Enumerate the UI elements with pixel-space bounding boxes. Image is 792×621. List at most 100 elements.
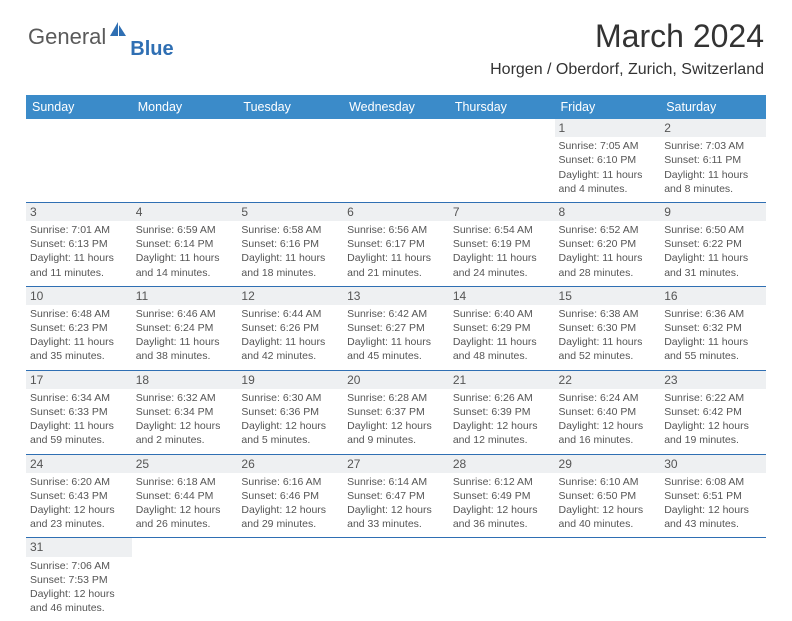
day-number: 22	[555, 371, 661, 389]
daylight-text: Daylight: 12 hours and 43 minutes.	[664, 503, 762, 531]
sunrise-text: Sunrise: 6:20 AM	[30, 475, 128, 489]
empty-cell	[237, 538, 343, 621]
sunrise-text: Sunrise: 6:38 AM	[559, 307, 657, 321]
sunrise-text: Sunrise: 6:56 AM	[347, 223, 445, 237]
day-cell: 5Sunrise: 6:58 AMSunset: 6:16 PMDaylight…	[237, 202, 343, 286]
sunset-text: Sunset: 6:22 PM	[664, 237, 762, 251]
empty-cell	[237, 119, 343, 202]
day-number: 4	[132, 203, 238, 221]
title-block: March 2024 Horgen / Oberdorf, Zurich, Sw…	[490, 18, 764, 79]
daylight-text: Daylight: 12 hours and 9 minutes.	[347, 419, 445, 447]
sunrise-text: Sunrise: 6:50 AM	[664, 223, 762, 237]
daylight-text: Daylight: 12 hours and 29 minutes.	[241, 503, 339, 531]
day-header-monday: Monday	[132, 95, 238, 119]
daylight-text: Daylight: 11 hours and 28 minutes.	[559, 251, 657, 279]
day-number: 23	[660, 371, 766, 389]
day-cell: 16 Sunrise: 6:36 AMSunset: 6:32 PMDayligh…	[660, 286, 766, 370]
day-cell: 30Sunrise: 6:08 AMSunset: 6:51 PMDayligh…	[660, 454, 766, 538]
brand-sub: Blue	[130, 38, 173, 61]
day-number: 15	[555, 287, 661, 305]
sunrise-text: Sunrise: 6:36 AM	[664, 307, 762, 321]
day-number: 2	[660, 119, 766, 137]
day-number: 10	[26, 287, 132, 305]
sunrise-text: Sunrise: 7:03 AM	[664, 139, 762, 153]
sunrise-text: Sunrise: 6:24 AM	[559, 391, 657, 405]
sunrise-text: Sunrise: 6:54 AM	[453, 223, 551, 237]
calendar-row: 3Sunrise: 7:01 AMSunset: 6:13 PMDaylight…	[26, 202, 766, 286]
sunset-text: Sunset: 6:24 PM	[136, 321, 234, 335]
daylight-text: Daylight: 11 hours and 42 minutes.	[241, 335, 339, 363]
day-cell: 14Sunrise: 6:40 AMSunset: 6:29 PMDayligh…	[449, 286, 555, 370]
sunset-text: Sunset: 6:13 PM	[30, 237, 128, 251]
sunset-text: Sunset: 6:26 PM	[241, 321, 339, 335]
sunset-text: Sunset: 6:51 PM	[664, 489, 762, 503]
daylight-text: Daylight: 12 hours and 46 minutes.	[30, 587, 128, 615]
day-cell: 25Sunrise: 6:18 AMSunset: 6:44 PMDayligh…	[132, 454, 238, 538]
day-number: 28	[449, 455, 555, 473]
day-cell: 31Sunrise: 7:06 AMSunset: 7:53 PMDayligh…	[26, 538, 132, 621]
day-cell: 21Sunrise: 6:26 AMSunset: 6:39 PMDayligh…	[449, 370, 555, 454]
day-number: 13	[343, 287, 449, 305]
daylight-text: Daylight: 11 hours and 55 minutes.	[664, 335, 762, 363]
sunset-text: Sunset: 6:23 PM	[30, 321, 128, 335]
sunset-text: Sunset: 6:29 PM	[453, 321, 551, 335]
sunset-text: Sunset: 6:43 PM	[30, 489, 128, 503]
daylight-text: Daylight: 11 hours and 11 minutes.	[30, 251, 128, 279]
day-cell: 11Sunrise: 6:46 AMSunset: 6:24 PMDayligh…	[132, 286, 238, 370]
brand-main: General	[28, 24, 106, 50]
daylight-text: Daylight: 11 hours and 52 minutes.	[559, 335, 657, 363]
daylight-text: Daylight: 11 hours and 35 minutes.	[30, 335, 128, 363]
day-number: 19	[237, 371, 343, 389]
day-number: 12	[237, 287, 343, 305]
empty-cell	[555, 538, 661, 621]
sunset-text: Sunset: 6:32 PM	[664, 321, 762, 335]
day-cell: 20Sunrise: 6:28 AMSunset: 6:37 PMDayligh…	[343, 370, 449, 454]
sunrise-text: Sunrise: 6:40 AM	[453, 307, 551, 321]
day-number: 16	[660, 287, 766, 305]
daylight-text: Daylight: 11 hours and 31 minutes.	[664, 251, 762, 279]
day-header-tuesday: Tuesday	[237, 95, 343, 119]
sunset-text: Sunset: 6:36 PM	[241, 405, 339, 419]
sail-icon	[108, 20, 128, 43]
daylight-text: Daylight: 12 hours and 33 minutes.	[347, 503, 445, 531]
sunset-text: Sunset: 7:53 PM	[30, 573, 128, 587]
daylight-text: Daylight: 12 hours and 16 minutes.	[559, 419, 657, 447]
day-number: 9	[660, 203, 766, 221]
day-cell: 28Sunrise: 6:12 AMSunset: 6:49 PMDayligh…	[449, 454, 555, 538]
daylight-text: Daylight: 12 hours and 19 minutes.	[664, 419, 762, 447]
sunrise-text: Sunrise: 6:28 AM	[347, 391, 445, 405]
day-number: 21	[449, 371, 555, 389]
daylight-text: Daylight: 11 hours and 59 minutes.	[30, 419, 128, 447]
sunset-text: Sunset: 6:30 PM	[559, 321, 657, 335]
daylight-text: Daylight: 11 hours and 48 minutes.	[453, 335, 551, 363]
daylight-text: Daylight: 12 hours and 2 minutes.	[136, 419, 234, 447]
sunset-text: Sunset: 6:20 PM	[559, 237, 657, 251]
sunrise-text: Sunrise: 6:12 AM	[453, 475, 551, 489]
day-number: 17	[26, 371, 132, 389]
day-cell: 22Sunrise: 6:24 AMSunset: 6:40 PMDayligh…	[555, 370, 661, 454]
calendar-row: 24 Sunrise: 6:20 AMSunset: 6:43 PM Dayligh…	[26, 454, 766, 538]
empty-cell	[132, 119, 238, 202]
day-cell: 27Sunrise: 6:14 AMSunset: 6:47 PMDayligh…	[343, 454, 449, 538]
day-number: 18	[132, 371, 238, 389]
sunrise-text: Sunrise: 6:30 AM	[241, 391, 339, 405]
day-header-wednesday: Wednesday	[343, 95, 449, 119]
sunset-text: Sunset: 6:42 PM	[664, 405, 762, 419]
day-number: 8	[555, 203, 661, 221]
empty-cell	[26, 119, 132, 202]
daylight-text: Daylight: 12 hours and 26 minutes.	[136, 503, 234, 531]
day-number: 24	[26, 455, 132, 473]
day-cell: 9 Sunrise: 6:50 AMSunset: 6:22 PMDaylight…	[660, 202, 766, 286]
day-header-thursday: Thursday	[449, 95, 555, 119]
sunrise-text: Sunrise: 6:10 AM	[559, 475, 657, 489]
daylight-text: Daylight: 12 hours and 12 minutes.	[453, 419, 551, 447]
daylight-text: Daylight: 11 hours and 18 minutes.	[241, 251, 339, 279]
day-number: 29	[555, 455, 661, 473]
day-cell: 23Sunrise: 6:22 AMSunset: 6:42 PMDayligh…	[660, 370, 766, 454]
sunset-text: Sunset: 6:47 PM	[347, 489, 445, 503]
day-cell: 4Sunrise: 6:59 AMSunset: 6:14 PMDaylight…	[132, 202, 238, 286]
page-title: March 2024	[490, 18, 764, 55]
sunset-text: Sunset: 6:39 PM	[453, 405, 551, 419]
sunrise-text: Sunrise: 6:58 AM	[241, 223, 339, 237]
sunrise-text: Sunrise: 7:05 AM	[559, 139, 657, 153]
